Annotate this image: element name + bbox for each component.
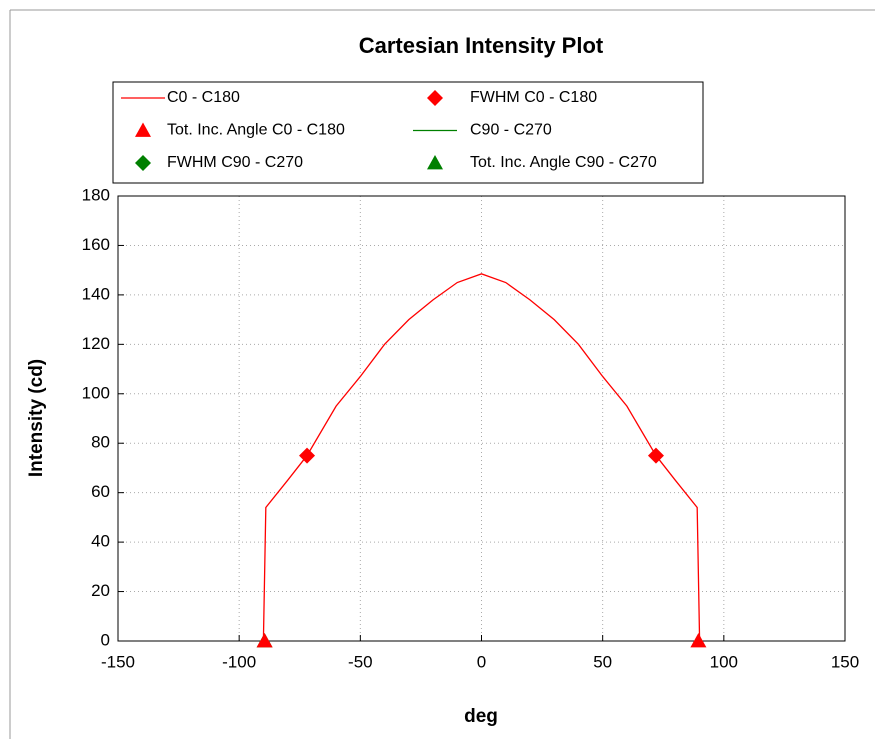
- x-tick-label: -50: [348, 652, 373, 671]
- y-tick-label: 100: [82, 383, 110, 402]
- x-tick-label: 0: [477, 652, 486, 671]
- legend-label: Tot. Inc. Angle C0 - C180: [167, 122, 345, 139]
- legend-label: FWHM C90 - C270: [167, 154, 303, 171]
- legend: [112, 81, 704, 184]
- y-tick-label: 80: [91, 433, 110, 452]
- series-line: [262, 273, 701, 642]
- y-axis-label: Intensity (cd): [26, 359, 47, 477]
- x-axis-label: deg: [464, 706, 498, 727]
- x-tick-label: 100: [710, 652, 738, 671]
- marker: [690, 633, 707, 648]
- marker: [647, 447, 664, 464]
- y-tick-label: 180: [82, 185, 110, 204]
- y-tick-label: 40: [91, 532, 110, 551]
- y-tick-label: 160: [82, 235, 110, 254]
- y-tick-label: 20: [91, 581, 110, 600]
- legend-marker: [427, 155, 443, 170]
- legend-label: C0 - C180: [167, 89, 240, 106]
- x-tick-label: -100: [222, 652, 256, 671]
- legend-label: Tot. Inc. Angle C90 - C270: [470, 154, 657, 171]
- legend-label: C90 - C270: [470, 122, 552, 139]
- y-tick-label: 60: [91, 482, 110, 501]
- y-tick-label: 140: [82, 284, 110, 303]
- y-tick-label: 120: [82, 334, 110, 353]
- marker: [299, 447, 316, 464]
- legend-label: FWHM C0 - C180: [470, 89, 597, 106]
- x-tick-label: 50: [593, 652, 612, 671]
- x-tick-label: -150: [101, 652, 135, 671]
- marker: [256, 633, 273, 648]
- legend-marker: [135, 122, 151, 137]
- chart-title: Cartesian Intensity Plot: [359, 33, 604, 58]
- y-tick-label: 0: [101, 630, 110, 649]
- x-tick-label: 150: [831, 652, 859, 671]
- plot-frame: [117, 195, 846, 642]
- legend-marker: [135, 155, 151, 171]
- legend-marker: [427, 90, 443, 106]
